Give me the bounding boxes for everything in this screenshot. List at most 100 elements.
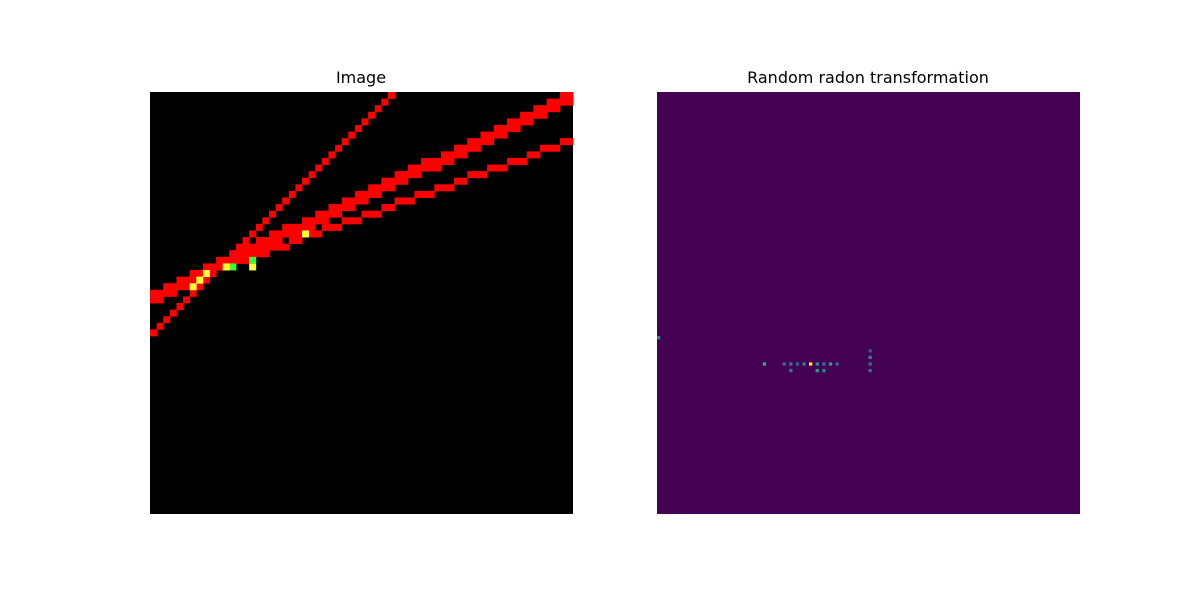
- line-pixel: [202, 263, 210, 271]
- line-pixel: [282, 243, 290, 251]
- line-pixel: [235, 250, 243, 258]
- line-pixel: [302, 223, 310, 231]
- line-pixel: [427, 157, 435, 165]
- line-pixel: [506, 118, 514, 126]
- line-pixel: [480, 171, 488, 179]
- line-pixel: [229, 250, 237, 258]
- line-pixel: [414, 164, 422, 172]
- radon-cell: [802, 362, 806, 366]
- line-pixel: [526, 118, 534, 126]
- line-pixel: [553, 105, 561, 113]
- radon-cell: [828, 362, 833, 366]
- line-pixel: [189, 270, 197, 278]
- line-pixel: [282, 223, 290, 231]
- line-pixel: [533, 151, 541, 159]
- line-pixel: [420, 164, 428, 172]
- line-pixel: [268, 237, 276, 245]
- line-pixel: [520, 118, 528, 126]
- line-pixel: [506, 157, 514, 165]
- line-pixel: [282, 197, 290, 205]
- line-pixel: [460, 151, 468, 159]
- line-pixel: [454, 144, 462, 152]
- overlap-pixel: [302, 230, 310, 238]
- line-pixel: [335, 144, 343, 152]
- line-pixel: [202, 276, 210, 284]
- line-pixel: [506, 124, 514, 132]
- line-pixel: [493, 131, 501, 139]
- line-pixel: [288, 223, 296, 231]
- line-pixel: [487, 131, 495, 139]
- line-pixel: [394, 177, 402, 185]
- line-pixel: [559, 98, 567, 106]
- line-pixel: [354, 197, 362, 205]
- line-pixel: [288, 190, 296, 198]
- line-pixel: [335, 204, 343, 212]
- line-pixel: [414, 171, 422, 179]
- line-pixel: [242, 256, 250, 264]
- line-pixel: [467, 138, 475, 146]
- line-pixel: [302, 177, 310, 185]
- line-pixel: [348, 131, 356, 139]
- line-pixel: [387, 177, 395, 185]
- overlap-pixel: [229, 263, 237, 271]
- overlap-pixel: [196, 276, 204, 284]
- line-pixel: [183, 283, 191, 291]
- radon-background: [657, 92, 1080, 514]
- line-pixel: [374, 190, 382, 198]
- line-pixel: [427, 164, 435, 172]
- line-pixel: [526, 111, 534, 119]
- line-pixel: [454, 151, 462, 159]
- line-pixel: [368, 184, 376, 192]
- line-pixel: [467, 144, 475, 152]
- radon-cell: [822, 368, 826, 373]
- line-pixel: [242, 250, 250, 258]
- line-pixel: [354, 124, 362, 132]
- radon-cell: [868, 355, 872, 360]
- line-pixel: [434, 157, 442, 165]
- line-pixel: [328, 204, 336, 212]
- line-pixel: [335, 223, 343, 231]
- image-panel: [150, 92, 574, 514]
- line-pixel: [480, 138, 488, 146]
- line-pixel: [473, 144, 481, 152]
- line-pixel: [381, 177, 389, 185]
- line-pixel: [493, 164, 501, 172]
- line-pixel: [401, 177, 409, 185]
- line-pixel: [420, 157, 428, 165]
- line-pixel: [183, 276, 191, 284]
- line-pixel: [216, 263, 224, 271]
- line-pixel: [480, 131, 488, 139]
- line-pixel: [163, 289, 171, 297]
- line-pixel: [321, 157, 329, 165]
- line-pixel: [374, 210, 382, 218]
- line-pixel: [407, 171, 415, 179]
- line-pixel: [368, 111, 376, 119]
- line-pixel: [520, 111, 528, 119]
- radon-cell: [868, 349, 872, 353]
- line-pixel: [321, 217, 329, 225]
- radon-cell: [657, 335, 661, 340]
- line-pixel: [420, 190, 428, 198]
- line-pixel: [262, 243, 270, 251]
- radon-cell: [815, 368, 819, 373]
- panel-title-radon: Random radon transformation: [747, 68, 989, 87]
- line-pixel: [222, 256, 230, 264]
- line-pixel: [500, 164, 508, 172]
- line-pixel: [361, 210, 369, 218]
- line-pixel: [387, 92, 395, 99]
- line-pixel: [242, 243, 250, 251]
- line-pixel: [348, 197, 356, 205]
- line-pixel: [308, 223, 316, 231]
- line-pixel: [440, 157, 448, 165]
- line-pixel: [176, 283, 184, 291]
- line-pixel: [288, 230, 296, 238]
- line-pixel: [460, 144, 468, 152]
- line-pixel: [493, 124, 501, 132]
- line-pixel: [381, 184, 389, 192]
- line-pixel: [401, 197, 409, 205]
- line-pixel: [447, 151, 455, 159]
- line-pixel: [473, 138, 481, 146]
- line-pixel: [328, 223, 336, 231]
- line-pixel: [209, 270, 217, 278]
- line-pixel: [460, 177, 468, 185]
